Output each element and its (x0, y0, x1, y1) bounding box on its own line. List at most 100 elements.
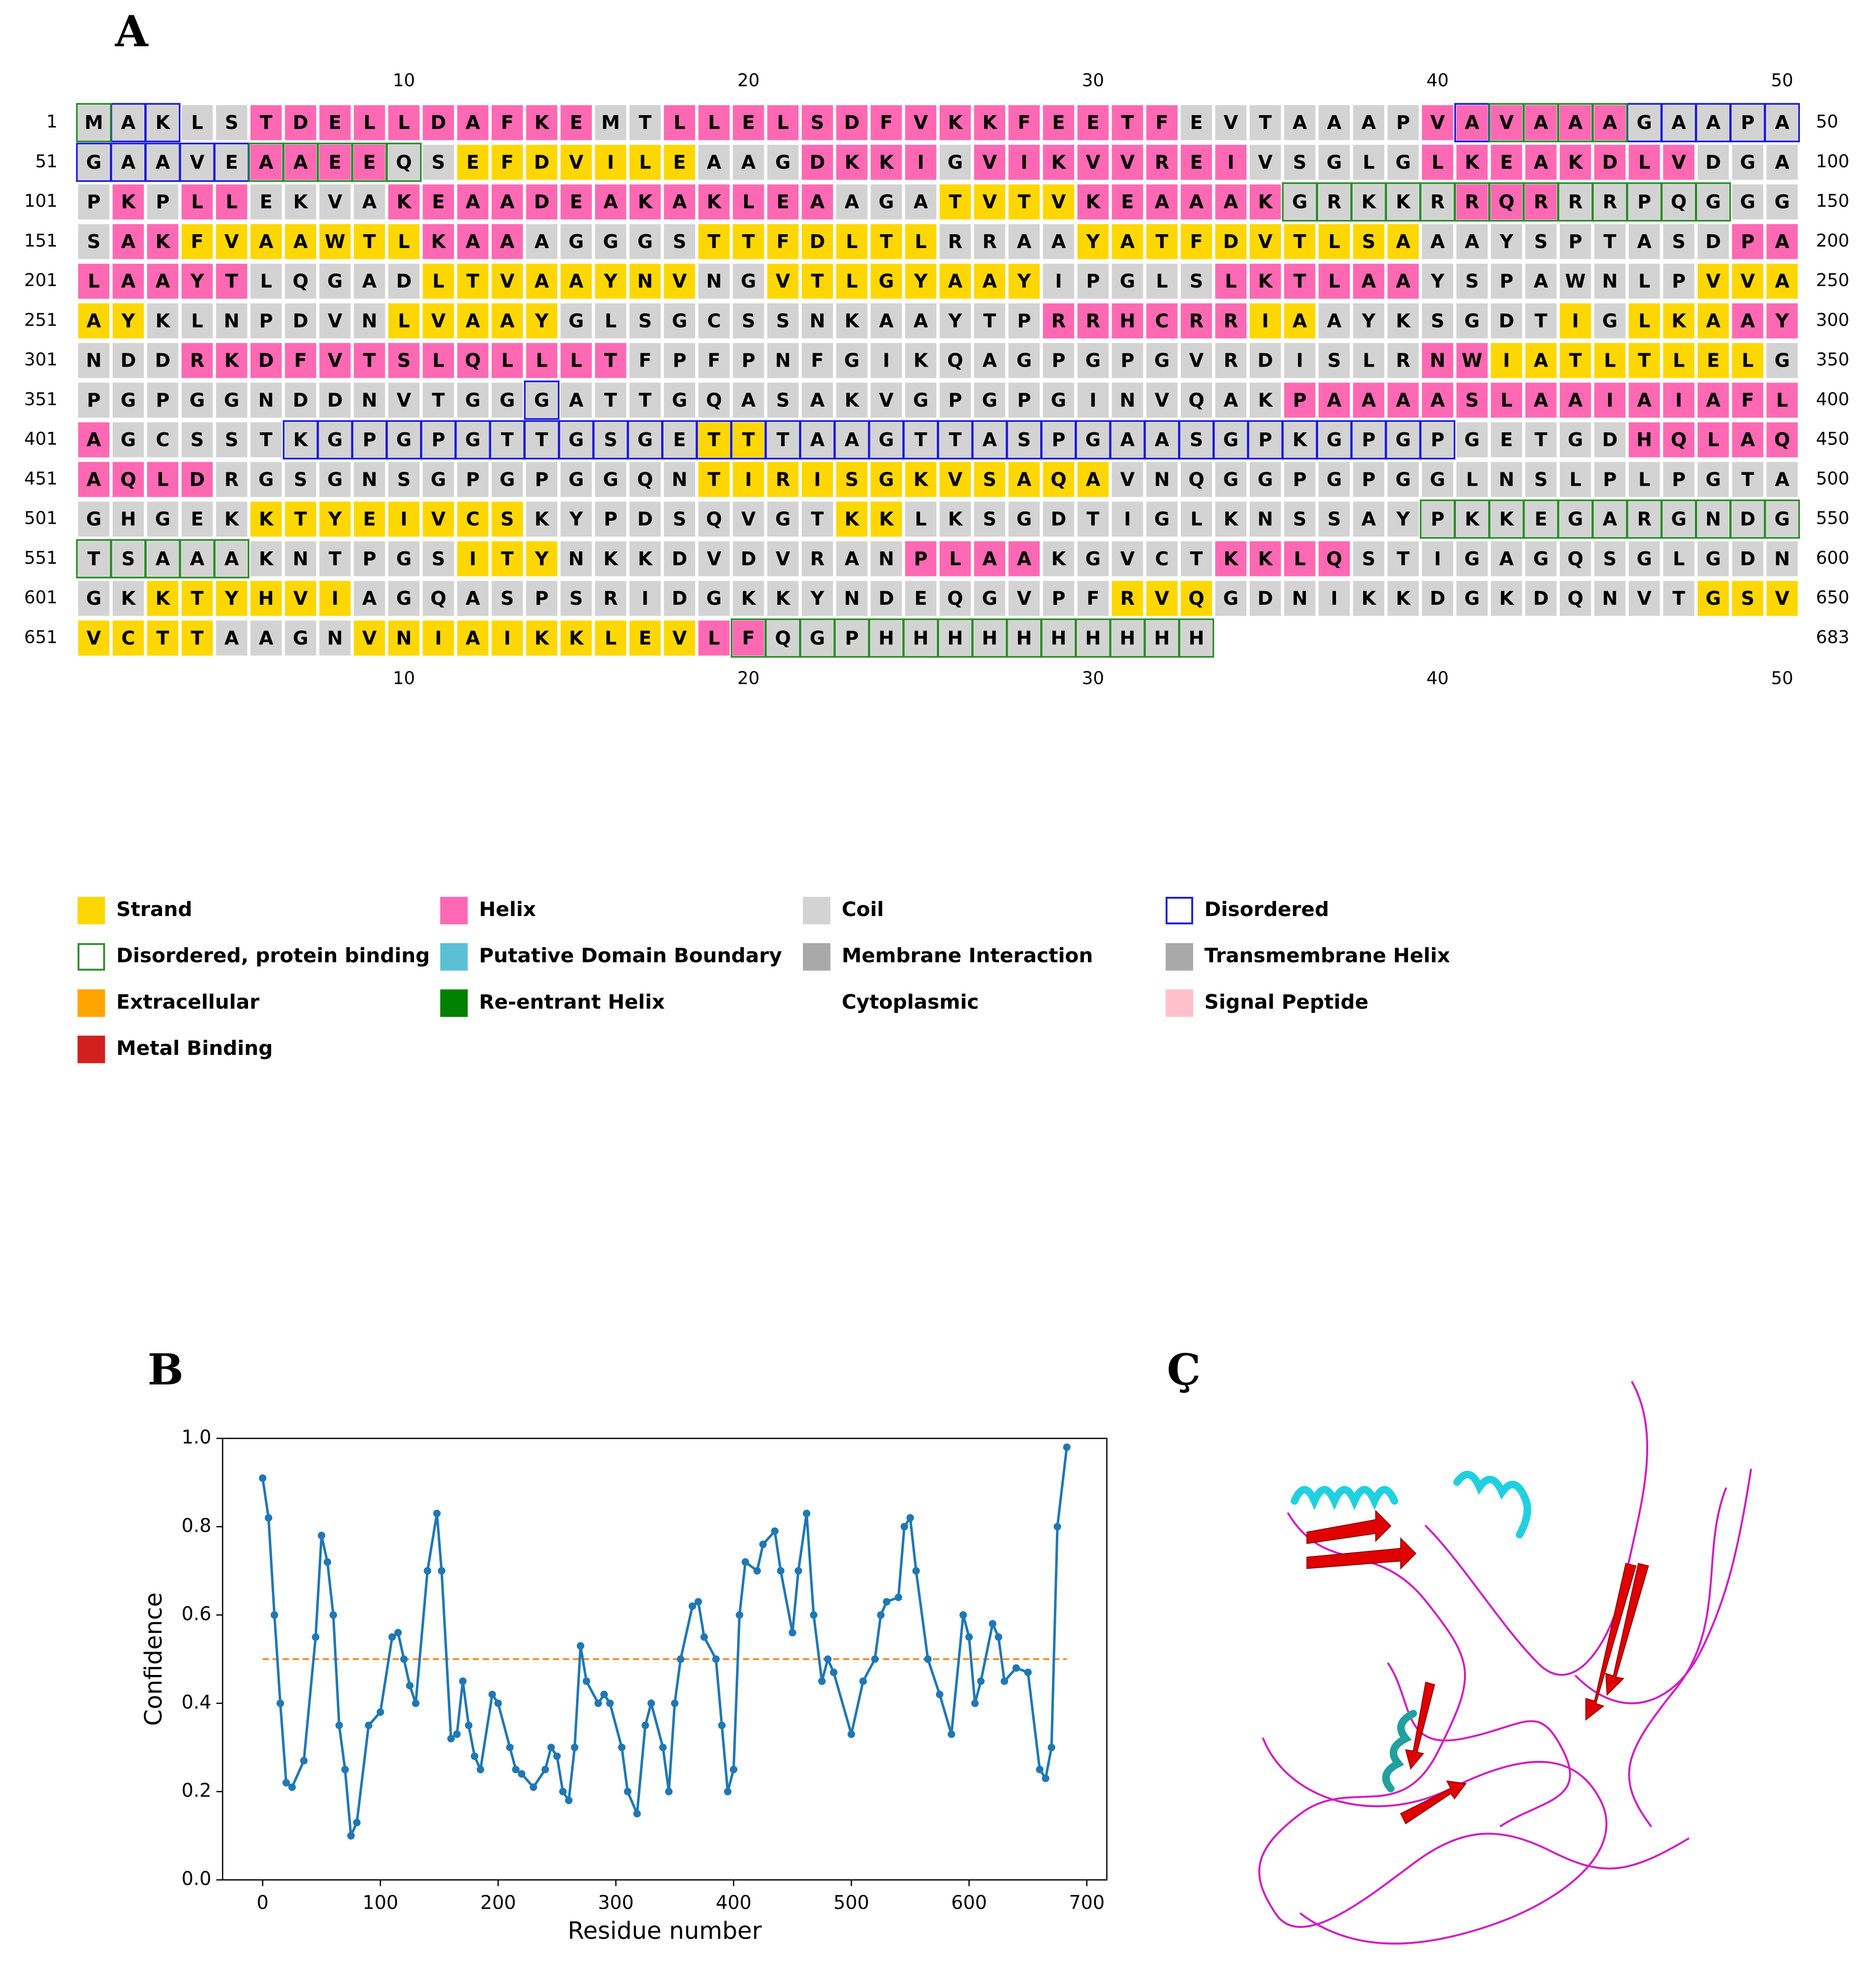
data-point (476, 1765, 485, 1773)
residue: I (1331, 587, 1337, 609)
legend-label: Disordered (1205, 897, 1329, 921)
residue-cell (388, 541, 420, 577)
residue-cell (1732, 502, 1763, 537)
residue-cell (457, 620, 489, 656)
residue-cell (1284, 502, 1316, 537)
residue: V (982, 151, 997, 173)
residue-cell (1421, 224, 1454, 259)
residue: G (465, 429, 480, 451)
residue: D (810, 151, 826, 173)
residue-cell (1146, 303, 1178, 338)
residue: A (1327, 310, 1342, 332)
residue-cell (216, 461, 248, 497)
residue: G (327, 468, 342, 490)
residue-cell (1180, 461, 1212, 497)
residue: C (1155, 548, 1169, 570)
data-point (633, 1810, 641, 1818)
residue-cell (939, 105, 971, 140)
residue: Y (1499, 231, 1513, 252)
binding-box (213, 539, 250, 579)
residue-cell (250, 502, 282, 537)
residue-cell (974, 224, 1005, 259)
y-axis-label: Confidence (140, 1592, 167, 1726)
residue: T (225, 270, 238, 292)
residue: T (708, 231, 720, 252)
residue-cell (1353, 184, 1384, 220)
residue: N (362, 310, 377, 332)
residue-cell (1284, 541, 1316, 577)
residue-cell (664, 422, 696, 458)
residue-cell (216, 303, 248, 338)
residue-cell (354, 620, 385, 656)
residue: N (1602, 587, 1618, 609)
residue: N (1499, 468, 1514, 490)
residue: G (396, 587, 412, 609)
residue: E (742, 112, 755, 133)
residue-cell (1559, 541, 1591, 577)
residue: T (811, 270, 824, 292)
residue: K (1258, 548, 1273, 570)
residue-cell (1663, 502, 1695, 537)
residue: Y (535, 548, 549, 570)
residue-cell (1559, 224, 1591, 259)
residue-cell (801, 382, 833, 418)
residue-cell (871, 105, 902, 140)
residue-cell (457, 382, 489, 418)
residue: T (1156, 231, 1168, 252)
residue-cell (1525, 382, 1557, 418)
residue-cell (871, 461, 902, 497)
residue: A (1361, 112, 1376, 133)
residue: A (1189, 191, 1204, 213)
residue: D (672, 548, 688, 570)
residue: K (156, 310, 171, 332)
legend-label: Cytoplasmic (842, 990, 979, 1013)
residue-cell (78, 145, 110, 180)
residue: L (1638, 151, 1650, 173)
residue: T (915, 429, 927, 451)
residue-cell (285, 145, 316, 180)
residue-cell (629, 184, 661, 220)
residue-cell (1077, 105, 1109, 140)
residue-cell (1663, 184, 1695, 220)
residue: R (1224, 350, 1238, 372)
residue: V (1120, 468, 1135, 490)
residue-cell (1215, 184, 1247, 220)
residue-cell (871, 343, 902, 378)
residue: H (1051, 627, 1067, 649)
residue: F (1018, 112, 1031, 133)
residue-cell (974, 581, 1005, 616)
residue-cell (147, 461, 178, 497)
residue: A (1327, 112, 1342, 133)
residue-cell (250, 145, 282, 180)
residue: V (1775, 587, 1790, 609)
residue: P (1293, 468, 1307, 490)
residue-cell (1112, 224, 1143, 259)
data-point (318, 1532, 326, 1540)
residue-cell (285, 303, 316, 338)
residue-cell (1594, 502, 1626, 537)
residue: F (708, 350, 720, 372)
residue-cell (939, 382, 971, 418)
residue-cell (1732, 343, 1763, 378)
residue: K (121, 191, 136, 213)
residue: K (844, 508, 860, 530)
residue: K (844, 310, 860, 332)
residue-cell (78, 382, 110, 418)
residue-cell (422, 145, 454, 180)
residue: K (914, 468, 929, 490)
residue: F (742, 627, 755, 649)
residue: G (1154, 508, 1169, 530)
residue: K (1223, 548, 1239, 570)
residue-cell (939, 145, 971, 180)
residue: A (1120, 231, 1135, 252)
residue-cell (1559, 184, 1591, 220)
residue: H (1189, 627, 1205, 649)
residue: A (465, 587, 480, 609)
residue-cell (112, 620, 144, 656)
residue: N (1120, 389, 1135, 411)
residue: E (639, 627, 652, 649)
residue-cell (1628, 145, 1660, 180)
residue: H (1154, 627, 1170, 649)
residue: I (1675, 389, 1682, 411)
residue: Q (947, 350, 963, 372)
